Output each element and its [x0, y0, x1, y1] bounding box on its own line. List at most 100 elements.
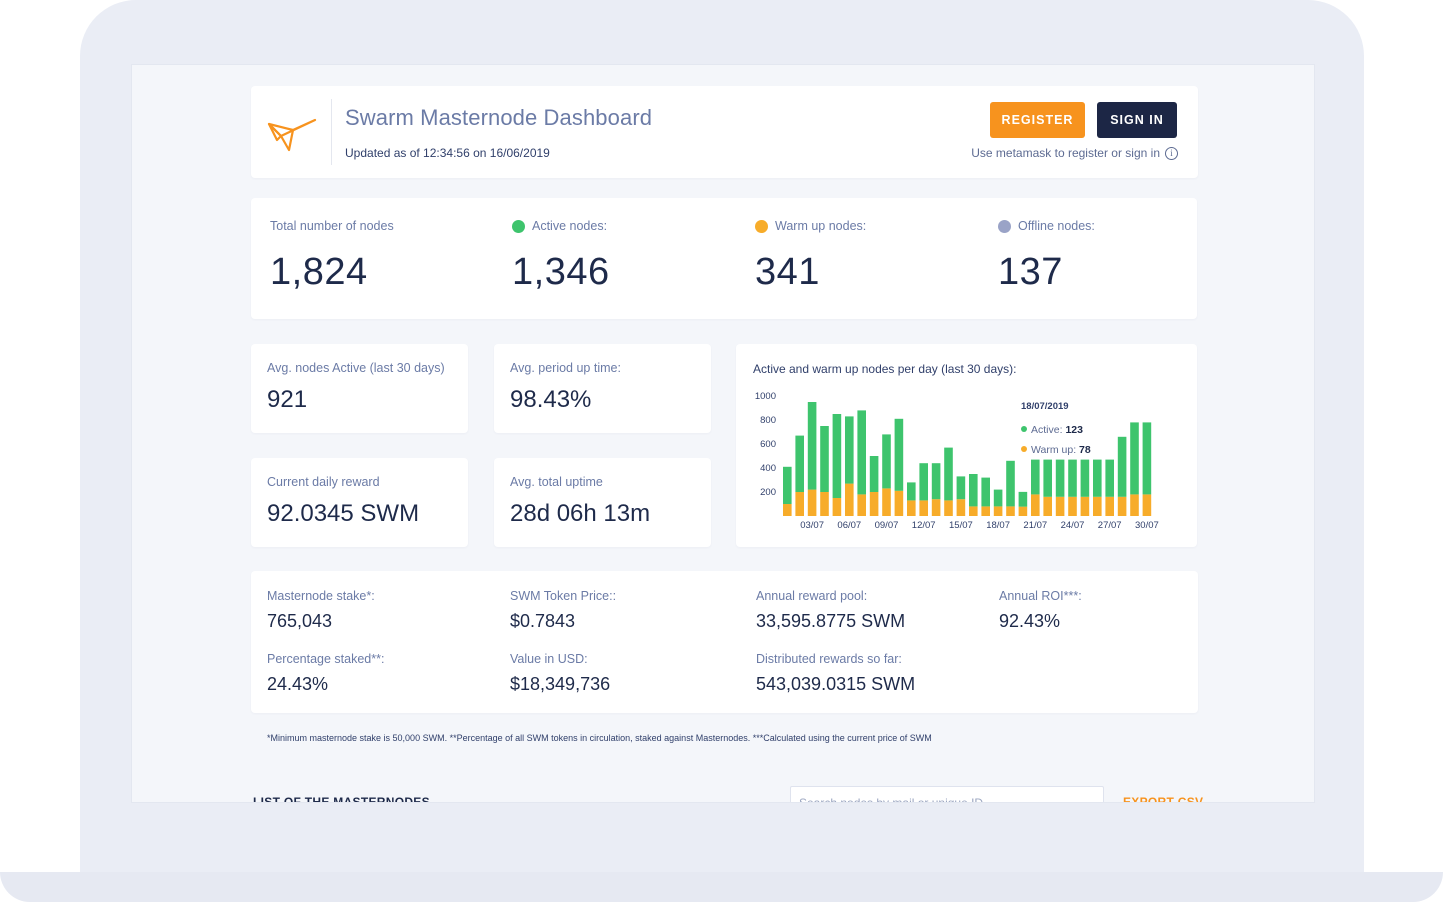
tooltip-warm-label: Warm up: 78 [1031, 444, 1091, 456]
stat-offline-nodes: Offline nodes: 137 [998, 218, 1095, 294]
masternode-list-title: LIST OF THE MASTERNODES [253, 795, 430, 803]
x-tick-label: 03/07 [800, 520, 824, 531]
total-uptime-label: Avg. total uptime [510, 475, 603, 489]
bar-warm-up [919, 500, 928, 516]
x-tick-label: 09/07 [875, 520, 899, 531]
header-divider [331, 99, 332, 165]
bar-active [1018, 491, 1028, 507]
price-label: SWM Token Price:: [510, 589, 617, 603]
distributed-value: 543,039.0315 SWM [756, 674, 916, 694]
active-dot-icon [512, 219, 525, 233]
info-icon[interactable]: i [1165, 146, 1178, 160]
stat-total-value: 1,824 [270, 251, 368, 293]
bar-warm-up [857, 494, 866, 516]
bar-warm-up [993, 506, 1003, 516]
x-tick-label: 06/07 [837, 520, 861, 531]
bar-warm-up [931, 499, 941, 516]
nodes-per-day-chart[interactable]: 200 400 600 800 1000 03/07 06/07 09/07 12/07 15/0… [736, 344, 1197, 547]
stat-active-nodes: Active nodes: 1,346 [512, 218, 610, 294]
avg-active-value: 921 [267, 386, 308, 413]
pct-staked-value: 24.43% [267, 674, 329, 694]
x-tick-label: 18/07 [986, 520, 1010, 531]
bar-active [845, 416, 854, 484]
metamask-hint-text: Use metamask to register or sign in [971, 146, 1160, 160]
bar-active [1105, 459, 1114, 497]
stat-total-nodes: Total number of nodes 1,824 [270, 218, 394, 294]
distributed-label: Distributed rewards so far: [756, 652, 902, 666]
y-tick-label: 800 [760, 415, 776, 426]
nodes-per-day-chart-card: Active and warm up nodes per day (last 3… [736, 344, 1197, 547]
export-csv-button[interactable]: EXPORT CSV [1123, 795, 1204, 803]
stake-label: Masternode stake*: [267, 589, 375, 603]
footnote: *Minimum masternode stake is 50,000 SWM.… [267, 733, 932, 743]
stat-warm-nodes: Warm up nodes: 341 [755, 218, 866, 294]
bar-active [1006, 460, 1015, 507]
bar-warm-up [956, 499, 966, 516]
bar-warm-up [1018, 506, 1028, 516]
avg-period-card: Avg. period up time: 98.43% [494, 344, 711, 433]
avg-period-label: Avg. period up time: [510, 361, 621, 375]
stat-active-value: 1,346 [512, 251, 610, 293]
bar-active [969, 474, 978, 507]
swarm-bird-logo-icon [267, 118, 317, 152]
stat-warm-value: 341 [755, 251, 820, 293]
page-title: Swarm Masternode Dashboard [345, 105, 653, 130]
node-stats-card: Total number of nodes 1,824 Active nodes… [251, 198, 1197, 319]
bar-active [1055, 459, 1065, 497]
bar-active [944, 447, 953, 501]
y-tick-label: 200 [760, 487, 776, 498]
bar-warm-up [1117, 496, 1127, 516]
bar-warm-up [832, 498, 842, 516]
warm-dot-icon [755, 219, 768, 233]
bar-active [1068, 459, 1077, 497]
total-uptime-value: 28d 06h 13m [510, 500, 651, 527]
bar-warm-up [869, 492, 879, 516]
bar-active [919, 463, 928, 501]
avg-period-value: 98.43% [510, 386, 592, 413]
bar-active [907, 482, 916, 501]
bar-warm-up [882, 488, 891, 516]
bar-active [894, 418, 904, 491]
bar-warm-up [1130, 494, 1139, 516]
bar-active [981, 477, 990, 507]
bar-active [807, 402, 817, 490]
bar-warm-up [1031, 494, 1040, 516]
x-tick-label: 21/07 [1023, 520, 1047, 531]
pct-staked-label: Percentage staked**: [267, 652, 385, 666]
search-input[interactable] [790, 786, 1104, 802]
tooltip-warm-value: 78 [1079, 444, 1091, 456]
bar-active [1080, 459, 1090, 497]
bar-active [1093, 459, 1102, 497]
daily-reward-value: 92.0345 SWM [267, 500, 420, 527]
bar-active [956, 476, 966, 500]
bar-warm-up [1105, 496, 1114, 516]
bar-active [857, 410, 866, 495]
tooltip-active-dot-icon [1021, 426, 1027, 432]
bar-warm-up [981, 506, 990, 516]
bar-warm-up [807, 489, 817, 516]
tooltip-active-label: Active: 123 [1031, 424, 1083, 436]
stat-offline-label: Offline nodes: [1018, 219, 1095, 233]
total-uptime-card: Avg. total uptime 28d 06h 13m [494, 458, 711, 547]
pool-value: 33,595.8775 SWM [756, 611, 906, 631]
bar-warm-up [1068, 496, 1077, 516]
header-card: Swarm Masternode Dashboard Updated as of… [251, 86, 1198, 178]
bar-warm-up [795, 492, 804, 516]
offline-dot-icon [998, 219, 1011, 233]
bar-warm-up [1142, 494, 1152, 516]
laptop-base [0, 872, 1443, 902]
dashboard-screen: Swarm Masternode Dashboard Updated as of… [131, 64, 1315, 803]
bar-active [820, 426, 829, 492]
bar-active [882, 434, 891, 489]
tooltip-active-value: 123 [1065, 424, 1083, 436]
daily-reward-card: Current daily reward 92.0345 SWM [251, 458, 468, 547]
sign-in-button[interactable]: SIGN IN [1097, 102, 1177, 138]
register-button[interactable]: REGISTER [990, 102, 1085, 138]
tooltip-warm-dot-icon [1021, 446, 1027, 452]
bar-warm-up [944, 500, 953, 516]
bar-active [993, 489, 1003, 507]
stat-offline-value: 137 [998, 251, 1063, 293]
staking-info-card: Masternode stake*: 765,043 SWM Token Pri… [251, 571, 1198, 713]
bar-active [1043, 459, 1052, 497]
metamask-hint: Use metamask to register or sign in i [971, 146, 1178, 160]
